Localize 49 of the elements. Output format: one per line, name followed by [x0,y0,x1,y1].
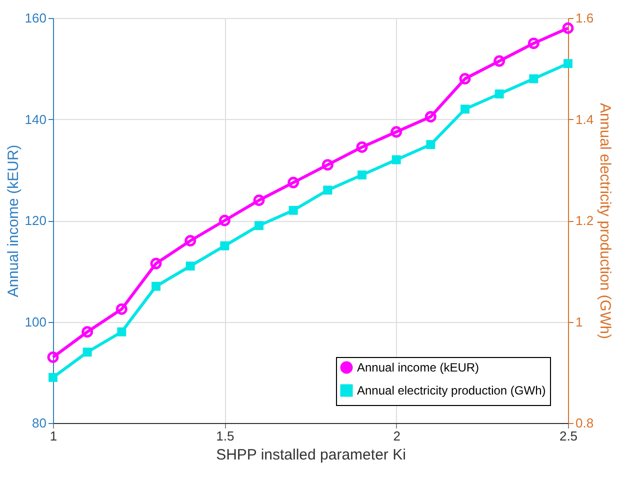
point [322,159,334,171]
point [358,170,366,180]
y-tick-label: 100 [24,314,46,330]
y2-tick-label: 0.8 [576,416,594,430]
point [82,326,94,338]
point [254,221,264,230]
point [220,241,230,250]
point [356,141,368,153]
point [494,89,504,98]
point [288,176,300,188]
y-tick-label: 140 [24,112,46,127]
x-tick-label: 2 [393,428,400,444]
y2-tick-label: 1.2 [576,213,594,228]
point [392,155,401,164]
point [150,258,162,270]
point [528,38,540,50]
x-tick-label: 2.5 [559,428,578,444]
point [116,303,128,315]
x-tick-label: 1.5 [216,428,234,444]
y2-axis-title: Annual electricity production (GWh) [596,103,614,339]
y-axis-title: Annual income (kEUR) [4,144,22,298]
y2-tick-label: 1.4 [576,112,594,127]
legend-label: Annual electricity production (GWh) [357,384,546,398]
point [460,104,470,114]
x-axis-title: SHPP installed parameter Ki [216,446,406,464]
point [424,111,436,122]
point [494,55,506,67]
y-tick-label: 120 [24,213,46,228]
point [253,194,265,206]
y-tick-label: 160 [24,10,46,26]
point [82,348,92,357]
point [48,372,58,382]
point [529,74,538,84]
y2-tick-label: 1 [576,314,583,330]
point [426,140,436,150]
point [288,206,298,215]
point [459,73,471,84]
point [564,59,572,68]
point [184,235,196,246]
point [323,186,332,195]
y2-tick-label: 1.6 [576,10,594,26]
point [152,282,160,291]
x-tick-label: 1 [50,428,58,444]
point [186,262,195,271]
point [390,126,402,138]
y-tick-label: 80 [32,416,46,430]
point [117,327,126,336]
point [218,214,230,226]
legend-label: Annual income (kEUR) [357,360,480,374]
